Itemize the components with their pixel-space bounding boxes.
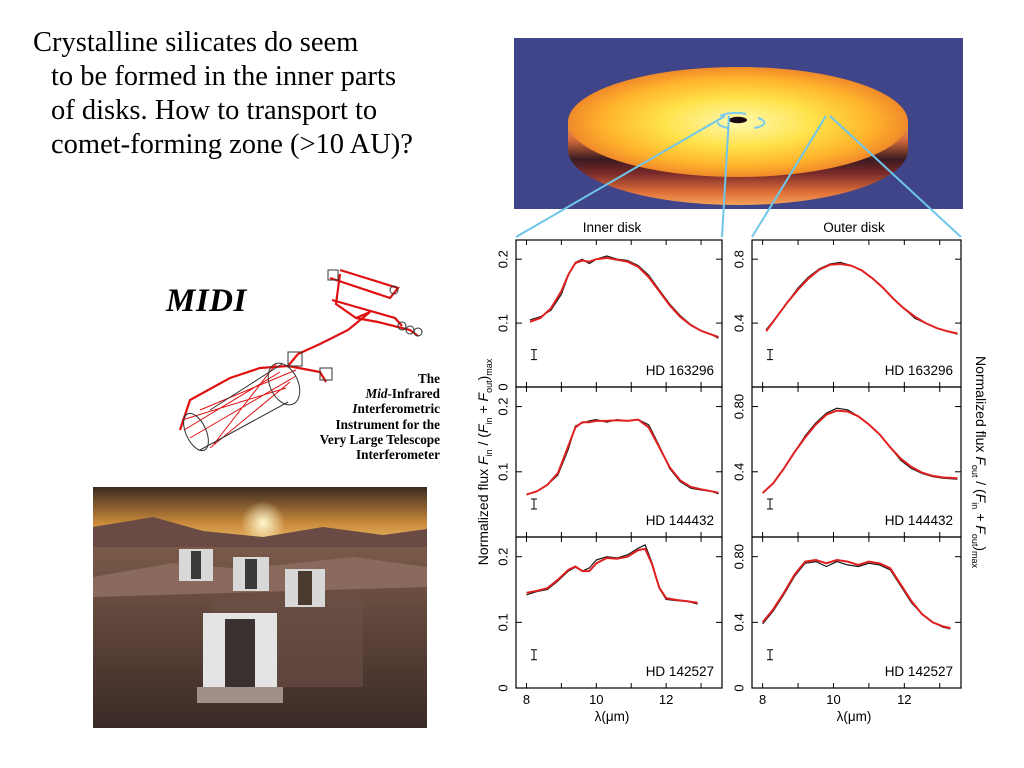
error-bar-glyph	[767, 649, 773, 661]
midi-caption-text: nterferometric	[357, 401, 441, 417]
star-label: HD 163296	[885, 363, 953, 378]
spectrum-panel: 0 0.1 0.2 HD 163296	[495, 239, 723, 391]
x-tick-label: 8	[759, 692, 766, 707]
midi-caption-line: The	[418, 371, 440, 386]
y-tick-label: 0.2	[495, 250, 510, 268]
y-tick-label: 0.8	[731, 250, 746, 268]
midi-caption-emphasis: Mid	[365, 386, 388, 402]
model-fit-line	[526, 547, 698, 604]
y-tick-label: 0.1	[495, 314, 510, 332]
panel-title-outer-disk: Outer disk	[823, 220, 885, 235]
y-tick-label: 0.2	[495, 398, 510, 416]
spectrum-panel: 0 0.1 0.2 8 10 12 HD 142527	[495, 536, 723, 707]
midi-caption-line: Interferometric	[282, 401, 440, 416]
panel-frame	[515, 536, 723, 689]
slide-text-line: of disks. How to transport to	[51, 95, 378, 126]
observed-spectrum-line	[526, 419, 719, 496]
star-label: HD 163296	[646, 363, 714, 378]
observed-spectrum-line	[762, 407, 958, 494]
error-bar-glyph	[767, 498, 773, 510]
disk-center-hole	[729, 116, 747, 124]
error-bar-glyph	[531, 498, 537, 510]
optics-telescope-beam	[181, 363, 297, 449]
model-fit-line	[526, 418, 719, 496]
y-tick-label: 0	[495, 684, 510, 691]
midi-optics-diagram	[178, 268, 423, 452]
x-tick-label: 12	[897, 692, 911, 707]
vlt-observatory-photo	[93, 487, 427, 728]
x-tick-label: 12	[659, 692, 673, 707]
sun	[241, 501, 285, 545]
y-tick-label: 0	[731, 684, 746, 691]
telescope-enclosure	[179, 549, 213, 581]
midi-caption-emphasis: I	[352, 401, 358, 417]
optics-components	[183, 269, 423, 452]
spectrum-panel: 0.1 0.2 HD 144432	[495, 386, 723, 538]
observed-spectrum-line	[762, 560, 951, 630]
error-bar-glyph	[767, 349, 773, 361]
telescope-enclosure	[233, 557, 269, 591]
midi-caption-text: -Infrared	[387, 386, 441, 402]
slide-text-line: Crystalline silicates do seem	[33, 27, 359, 58]
star-label: HD 144432	[885, 513, 953, 528]
spectrum-panel: 0.4 0.8 HD 163296	[731, 239, 962, 388]
spectrum-panel: 0 0.4 0.80 8 10 12 HD 142527	[731, 536, 962, 707]
x-axis-label-inner: λ(μm)	[595, 709, 630, 724]
model-fit-line	[529, 256, 719, 339]
x-tick-label: 10	[589, 692, 603, 707]
y-tick-label: 0.1	[495, 463, 510, 481]
telescope-enclosure	[197, 613, 283, 703]
y-axis-label-inner: Normalized flux Fin / (Fin + Fout)max	[475, 358, 494, 565]
slide-text-block: Crystalline silicates do seem to be form…	[33, 26, 503, 162]
x-tick-label: 10	[826, 692, 840, 707]
star-label: HD 144432	[646, 513, 714, 528]
y-tick-label: 0.4	[731, 613, 746, 631]
y-tick-label: 0	[495, 383, 510, 390]
star-label: HD 142527	[646, 664, 714, 679]
midi-logo: MIDI	[166, 283, 247, 319]
y-tick-label: 0.2	[495, 548, 510, 566]
panel-title-inner-disk: Inner disk	[583, 220, 642, 235]
x-tick-label: 8	[523, 692, 530, 707]
vlt-photo-graphic	[93, 487, 427, 728]
optics-beams	[178, 268, 419, 431]
y-tick-label: 0.4	[731, 314, 746, 332]
model-fit-line	[761, 559, 951, 630]
midi-caption-line: Instrument for the	[335, 416, 440, 432]
midi-caption-line: Interferometer	[356, 447, 440, 463]
model-fit-line	[761, 409, 958, 494]
slide-text-line: comet-forming zone (>10 AU)?	[51, 129, 413, 160]
star-label: HD 142527	[885, 664, 953, 679]
observed-spectrum-line	[526, 544, 698, 605]
error-bar-glyph	[531, 349, 537, 361]
y-tick-label: 0.80	[731, 544, 746, 569]
error-bar-glyph	[531, 649, 537, 661]
x-axis-label-outer: λ(μm)	[837, 709, 872, 724]
midi-caption-line: Mid-Infrared	[282, 386, 440, 401]
model-fit-line	[765, 263, 958, 335]
spectrum-panel: 0.4 0.80 HD 144432	[731, 386, 962, 538]
panel-frame	[751, 536, 962, 689]
midi-caption-line: Very Large Telescope	[319, 431, 440, 447]
y-tick-label: 0.1	[495, 613, 510, 631]
y-tick-label: 0.4	[731, 463, 746, 481]
slide-text-line: to be formed in the inner parts	[51, 61, 397, 92]
midi-caption: The Mid-Infrared Interferometric Instrum…	[282, 371, 440, 462]
y-axis-label-outer: Normalized flux Fout / (Fin + Fout)max	[970, 356, 989, 569]
y-tick-label: 0.80	[731, 394, 746, 419]
telescope-enclosure	[285, 569, 325, 607]
